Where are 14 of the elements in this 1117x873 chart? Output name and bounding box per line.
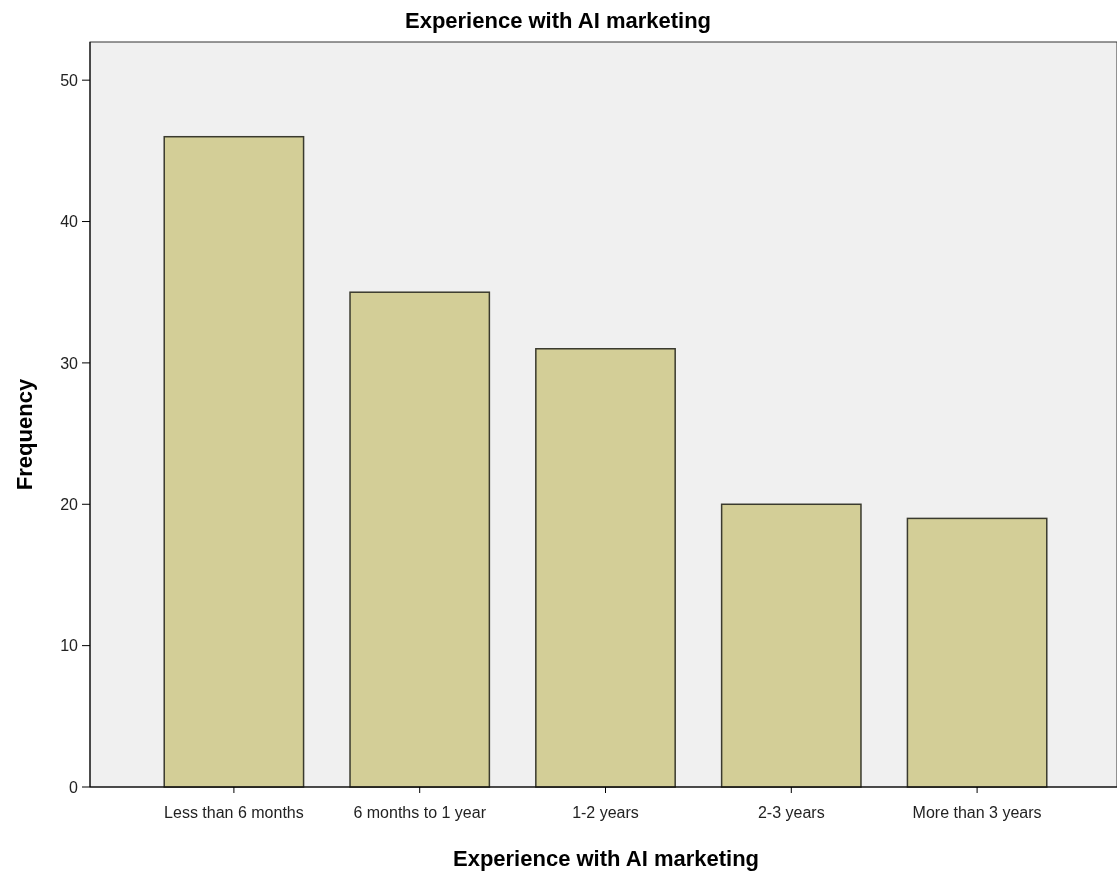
y-tick-label: 0	[69, 778, 79, 796]
y-tick-label: 10	[60, 637, 79, 655]
x-tick-label: 2-3 years	[757, 804, 825, 821]
y-axis-title: Frequency	[12, 378, 37, 491]
x-tick-label: More than 3 years	[912, 804, 1042, 821]
x-tick-label: 6 months to 1 year	[353, 804, 487, 821]
x-tick-label: 1-2 years	[572, 804, 639, 821]
y-tick-label: 30	[60, 354, 79, 372]
y-tick-label: 40	[60, 213, 79, 231]
chart-title: Experience with AI marketing	[404, 8, 712, 33]
x-axis-title: Experience with AI marketing	[452, 846, 760, 871]
y-tick-label: 50	[60, 71, 79, 89]
x-tick-label: Less than 6 months	[164, 804, 304, 821]
y-tick-label: 20	[60, 495, 79, 513]
